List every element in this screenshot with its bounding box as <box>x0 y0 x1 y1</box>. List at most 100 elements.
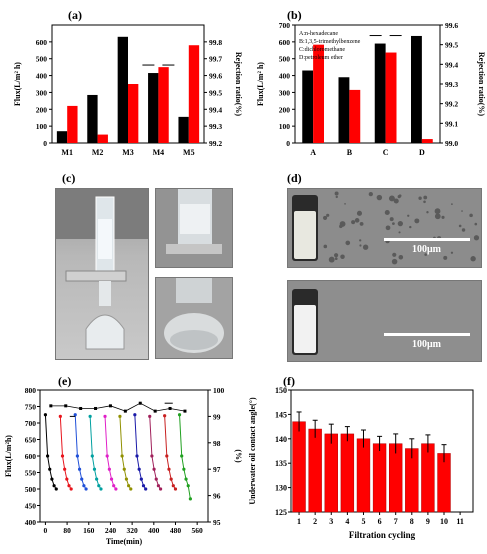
flux-point <box>141 484 146 488</box>
emulsion-droplet <box>441 215 445 219</box>
rejection-point <box>153 409 157 413</box>
x-axis-label: Filtration cycling <box>349 530 416 540</box>
y2-tick-label: 99.3 <box>445 80 458 89</box>
flux-bar <box>56 131 68 143</box>
flux-point <box>129 487 133 491</box>
rejection-bar <box>313 44 324 143</box>
flux-cycle-line <box>74 414 87 490</box>
emulsion-droplet <box>392 222 395 226</box>
flux-point <box>122 467 126 471</box>
flux-bar <box>148 73 159 143</box>
emulsion-droplet <box>322 215 328 220</box>
y2-tick-label: 99.2 <box>209 139 222 148</box>
emulsion-droplet <box>458 224 462 228</box>
panel-label-b: (b) <box>287 8 302 22</box>
emulsion-droplet <box>407 214 410 217</box>
emulsion-droplet <box>392 252 397 257</box>
membrane-top-photo <box>155 188 233 268</box>
flux-point <box>163 414 167 418</box>
x-tick-label: 0 <box>44 526 48 535</box>
rejection-bar <box>349 89 361 143</box>
scale-bar-top <box>384 238 470 241</box>
angle-bar <box>292 421 306 513</box>
y-tick-label: 750 <box>25 403 37 412</box>
flux-point <box>69 487 73 491</box>
emulsion-droplet <box>344 203 346 205</box>
emulsion-droplet <box>424 253 427 256</box>
legend-entry: A:n-hexadecane <box>299 31 338 37</box>
angle-bar <box>340 433 355 513</box>
flux-point <box>60 454 65 458</box>
rejection-point <box>108 404 112 408</box>
y2-tick-label: 99.6 <box>209 72 222 81</box>
emulsion-droplet <box>362 244 369 250</box>
scale-bar-label-bottom: 100μm <box>412 339 441 350</box>
rejection-point <box>49 404 53 408</box>
panel-label-f: (f) <box>283 374 295 388</box>
y2-tick-label: 99.4 <box>445 60 458 69</box>
y-tick-label: 400 <box>36 72 48 81</box>
flux-point <box>80 477 84 481</box>
panel-b: (b) A B C D 0 100 200 300 400 500 600 700 99.0 99.1 99… <box>243 0 487 160</box>
rejection-bar <box>188 45 200 143</box>
chart-e: 0 80 160 240 320 400 480 560 400 450 500 550 600 650 7… <box>4 386 243 546</box>
panel-a: (a) M1 M2 M3 M4 M5 0 100 200 300 400 500 600 99.2 99.… <box>0 0 243 160</box>
y-axis-label: Underwater oil contact angle(°) <box>248 397 257 505</box>
emulsion-droplet <box>426 211 429 214</box>
y-tick-label: 600 <box>25 452 37 461</box>
flux-point <box>114 487 118 491</box>
flux-point <box>90 454 94 458</box>
flux-point <box>58 414 62 418</box>
emulsion-droplet <box>389 217 394 222</box>
x-tick-label: 5 <box>361 517 365 526</box>
flux-point <box>65 477 69 481</box>
y2-tick-label: 99.4 <box>209 105 222 114</box>
flux-point <box>50 477 54 481</box>
y-tick-label: 300 <box>36 88 48 97</box>
flux-point <box>112 484 116 488</box>
x-tick-label: 240 <box>105 526 117 535</box>
flux-point <box>73 413 77 417</box>
rejection-bar <box>67 105 78 143</box>
flux-point <box>139 477 143 481</box>
flux-point <box>169 477 173 481</box>
y-tick-label: 0 <box>286 139 290 148</box>
y-tick-label: 200 <box>279 105 291 114</box>
emulsion-droplet <box>334 253 339 258</box>
flux-bar <box>87 94 98 143</box>
emulsion-droplet <box>334 257 338 261</box>
y-tick-label: 500 <box>25 485 37 494</box>
flux-point <box>156 484 161 488</box>
x-tick-label: 480 <box>170 526 182 535</box>
emulsion-droplet <box>385 225 391 231</box>
y-tick-label: 500 <box>36 55 48 64</box>
emulsion-droplet <box>328 256 335 263</box>
panel-d: (d) 100μm 100μm <box>243 165 487 365</box>
flux-point <box>150 454 154 458</box>
emulsion-droplet <box>434 208 441 215</box>
angle-bar <box>421 443 435 513</box>
flux-point <box>188 497 192 501</box>
y2-tick-label: 99.7 <box>209 55 222 64</box>
y-axis-label: Flux(L/m²h) <box>4 435 13 477</box>
flux-point <box>120 454 124 458</box>
x-tick-label: 9 <box>426 517 430 526</box>
y-tick-label: 150 <box>275 386 287 395</box>
x-tick-label: 4 <box>345 517 349 526</box>
flux-point <box>92 467 97 471</box>
y-tick-label: 550 <box>25 469 37 478</box>
flux-point <box>103 414 107 418</box>
emulsion-droplet <box>393 198 399 204</box>
flux-point <box>165 454 169 458</box>
emulsion-droplet <box>359 244 362 247</box>
x-tick-label: B <box>347 148 353 157</box>
emulsion-droplet <box>450 251 454 254</box>
panel-label-c: (c) <box>62 171 76 185</box>
x-tick-label: 1 <box>297 517 301 526</box>
emulsion-droplet <box>359 239 362 242</box>
x-tick-label: C <box>383 148 389 157</box>
flux-point <box>127 484 131 488</box>
emulsion-droplet <box>469 213 473 218</box>
rejection-bar <box>158 67 169 143</box>
flux-bar <box>302 70 314 143</box>
